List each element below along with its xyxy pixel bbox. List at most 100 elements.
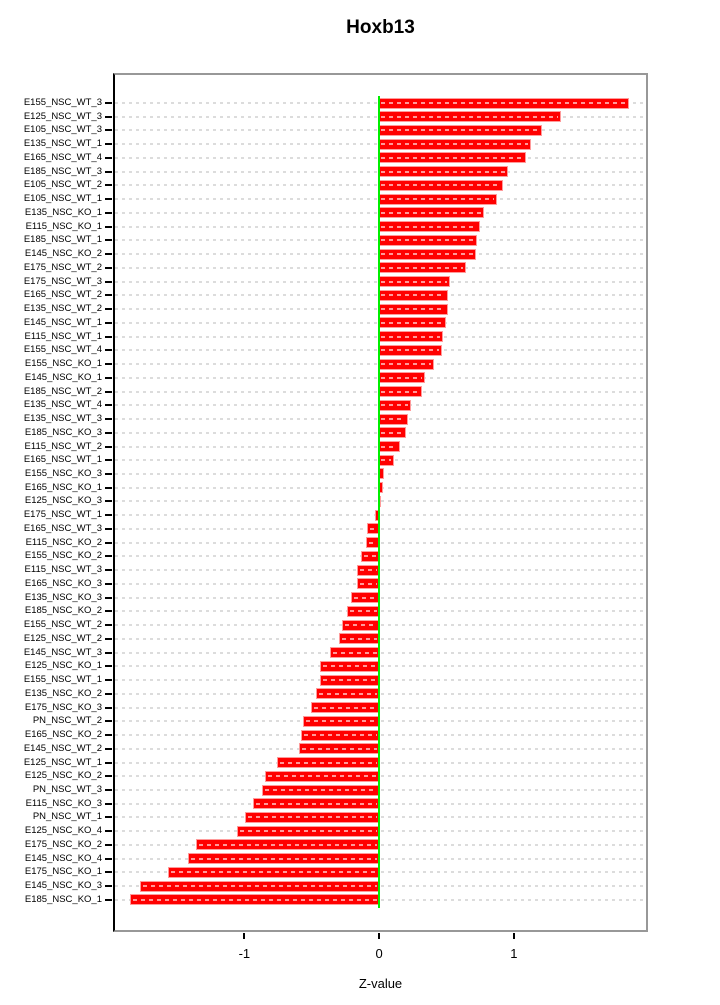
- y-tick: [105, 747, 112, 750]
- y-tick-label: E155_NSC_WT_3: [23, 97, 102, 108]
- bar: [379, 373, 424, 383]
- bar: [379, 304, 447, 314]
- bar: [342, 620, 380, 630]
- bar-grid-dashes: [381, 418, 406, 421]
- bar-grid-dashes: [247, 816, 378, 819]
- y-tick-label: E145_NSC_KO_2: [24, 248, 102, 260]
- y-tick-label: E115_NSC_WT_3: [24, 564, 102, 576]
- y-tick-label: E175_NSC_WT_3: [23, 275, 102, 287]
- bar-grid-dashes: [304, 734, 378, 737]
- bar: [379, 222, 479, 232]
- bar-grid-dashes: [305, 720, 378, 723]
- bar: [168, 867, 380, 877]
- bar-grid-dashes: [381, 363, 432, 366]
- bar-grid-dashes: [381, 225, 477, 228]
- gridline: [115, 789, 646, 791]
- y-tick-label: E165_NSC_KO_2: [24, 729, 102, 741]
- bar-grid-dashes: [359, 569, 378, 572]
- x-tick: [243, 933, 246, 939]
- gridline: [115, 720, 646, 723]
- y-tick: [105, 541, 112, 544]
- y-tick: [105, 418, 112, 421]
- y-tick-label: E135_NSC_KO_2: [24, 687, 102, 699]
- y-tick: [105, 363, 112, 366]
- bar-grid-dashes: [301, 747, 378, 750]
- gridline: [115, 706, 646, 709]
- x-tick: [512, 933, 515, 939]
- y-tick-label: E175_NSC_KO_3: [24, 701, 102, 713]
- y-tick: [105, 843, 112, 846]
- bar-grid-dashes: [342, 637, 378, 640]
- y-tick-label: E155_NSC_KO_3: [24, 467, 102, 479]
- bar: [189, 854, 380, 864]
- y-tick-label: E155_NSC_KO_1: [24, 358, 102, 370]
- y-tick-label: E115_NSC_WT_1: [24, 330, 102, 342]
- y-tick: [105, 527, 112, 530]
- bar-grid-dashes: [381, 349, 440, 352]
- bar: [278, 758, 380, 768]
- bar-grid-dashes: [381, 335, 441, 338]
- bar: [379, 387, 421, 397]
- y-tick: [105, 266, 112, 269]
- bar: [237, 826, 380, 836]
- y-tick: [105, 184, 112, 187]
- y-tick-label: E105_NSC_WT_3: [23, 124, 102, 136]
- y-tick: [105, 775, 112, 778]
- y-tick: [105, 596, 112, 599]
- bar: [368, 524, 380, 534]
- bar: [379, 249, 475, 259]
- gridline: [115, 637, 646, 640]
- y-tick-label: E115_NSC_KO_2: [25, 536, 102, 548]
- y-tick-label: E185_NSC_WT_2: [23, 385, 102, 397]
- y-tick-label: E165_NSC_WT_2: [23, 289, 102, 301]
- x-tick: [378, 933, 381, 939]
- y-tick-label: E135_NSC_KO_1: [24, 206, 102, 218]
- y-tick-label: E155_NSC_WT_1: [23, 674, 102, 686]
- y-tick: [105, 294, 112, 297]
- bar: [357, 579, 380, 589]
- gridline: [115, 514, 646, 517]
- y-tick: [105, 802, 112, 805]
- gridline: [115, 871, 646, 874]
- bar: [379, 194, 497, 204]
- bar-grid-dashes: [354, 596, 378, 599]
- gridline: [115, 692, 646, 695]
- y-tick-label: E175_NSC_WT_1: [23, 509, 102, 521]
- bar: [299, 744, 380, 754]
- y-tick-label: E115_NSC_WT_2: [24, 440, 102, 452]
- gridline: [115, 802, 646, 805]
- bar: [379, 428, 405, 438]
- bar: [379, 359, 434, 369]
- bar-grid-dashes: [381, 431, 403, 434]
- y-tick-label: E165_NSC_WT_1: [23, 454, 102, 466]
- y-tick: [105, 706, 112, 709]
- y-tick: [105, 472, 112, 475]
- y-tick: [105, 431, 112, 434]
- plot-area: [113, 73, 648, 932]
- bar: [379, 318, 446, 328]
- bar-grid-dashes: [381, 211, 481, 214]
- y-tick: [105, 637, 112, 640]
- bar-grid-dashes: [369, 541, 378, 544]
- bar-grid-dashes: [142, 885, 378, 888]
- y-tick-label: E145_NSC_WT_2: [23, 742, 102, 754]
- bar: [379, 483, 382, 493]
- y-tick: [105, 692, 112, 695]
- bar: [379, 112, 560, 122]
- bar-grid-dashes: [381, 376, 422, 379]
- y-tick-label: E125_NSC_KO_3: [24, 495, 102, 507]
- bar: [379, 98, 629, 108]
- gridline: [115, 500, 646, 503]
- y-tick: [105, 239, 112, 242]
- gridline: [115, 651, 646, 654]
- bar-grid-dashes: [267, 775, 378, 778]
- y-tick-label: E145_NSC_KO_3: [24, 880, 102, 892]
- y-tick-label: E135_NSC_WT_4: [23, 399, 102, 411]
- gridline: [115, 898, 646, 901]
- y-tick-label: E145_NSC_KO_1: [24, 371, 102, 383]
- bar: [379, 208, 483, 218]
- y-tick: [105, 582, 112, 585]
- y-tick: [105, 335, 112, 338]
- y-tick: [105, 253, 112, 256]
